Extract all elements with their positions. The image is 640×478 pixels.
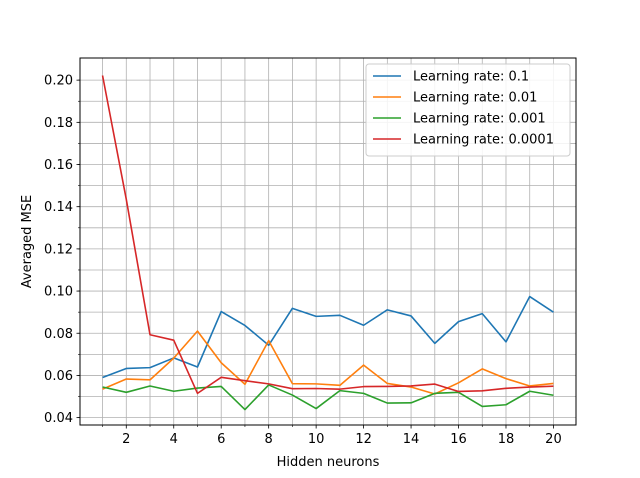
series-line-3 <box>101 75 554 395</box>
x-tick-label: 8 <box>265 432 273 447</box>
x-tick-label: 10 <box>308 432 325 447</box>
legend-box <box>365 63 571 157</box>
legend-label: Learning rate: 0.01 <box>413 91 537 106</box>
y-tick-label: 0.06 <box>44 369 73 384</box>
grid <box>80 58 576 425</box>
y-axis-ticks: 0.04 0.06 0.08 0.10 0.12 0.14 0.16 0.18 0.20 <box>44 74 80 426</box>
x-tick-label: 12 <box>355 432 372 447</box>
y-tick-label: 0.18 <box>44 116 73 131</box>
y-tick-label: 0.14 <box>44 200 73 215</box>
x-axis-label: Hidden neurons <box>277 455 380 470</box>
series-lines <box>101 75 554 411</box>
y-axis-label: Averaged MSE <box>20 195 35 288</box>
y-tick-label: 0.10 <box>44 285 73 300</box>
x-tick-label: 2 <box>122 432 130 447</box>
legend-label: Learning rate: 0.1 <box>413 70 529 85</box>
y-tick-label: 0.12 <box>44 242 73 257</box>
y-tick-label: 0.16 <box>44 158 73 173</box>
legend: Learning rate: 0.1 Learning rate: 0.01 Lea… <box>365 63 571 157</box>
y-tick-label: 0.20 <box>44 74 73 89</box>
legend-label: Learning rate: 0.001 <box>413 112 546 127</box>
series-line-0 <box>102 295 554 379</box>
x-tick-label: 20 <box>545 432 562 447</box>
x-tick-label: 6 <box>217 432 225 447</box>
x-tick-label: 14 <box>403 432 420 447</box>
series-line-2 <box>102 384 554 411</box>
plot-frame <box>79 57 577 426</box>
x-tick-label: 16 <box>450 432 467 447</box>
legend-label: Learning rate: 0.0001 <box>413 133 554 148</box>
y-tick-label: 0.08 <box>44 327 73 342</box>
y-tick-label: 0.04 <box>44 411 73 426</box>
x-tick-label: 4 <box>170 432 178 447</box>
series-line-1 <box>102 330 554 395</box>
x-axis-ticks: 2 4 6 8 10 12 14 16 18 20 <box>102 425 562 447</box>
x-tick-label: 18 <box>498 432 515 447</box>
